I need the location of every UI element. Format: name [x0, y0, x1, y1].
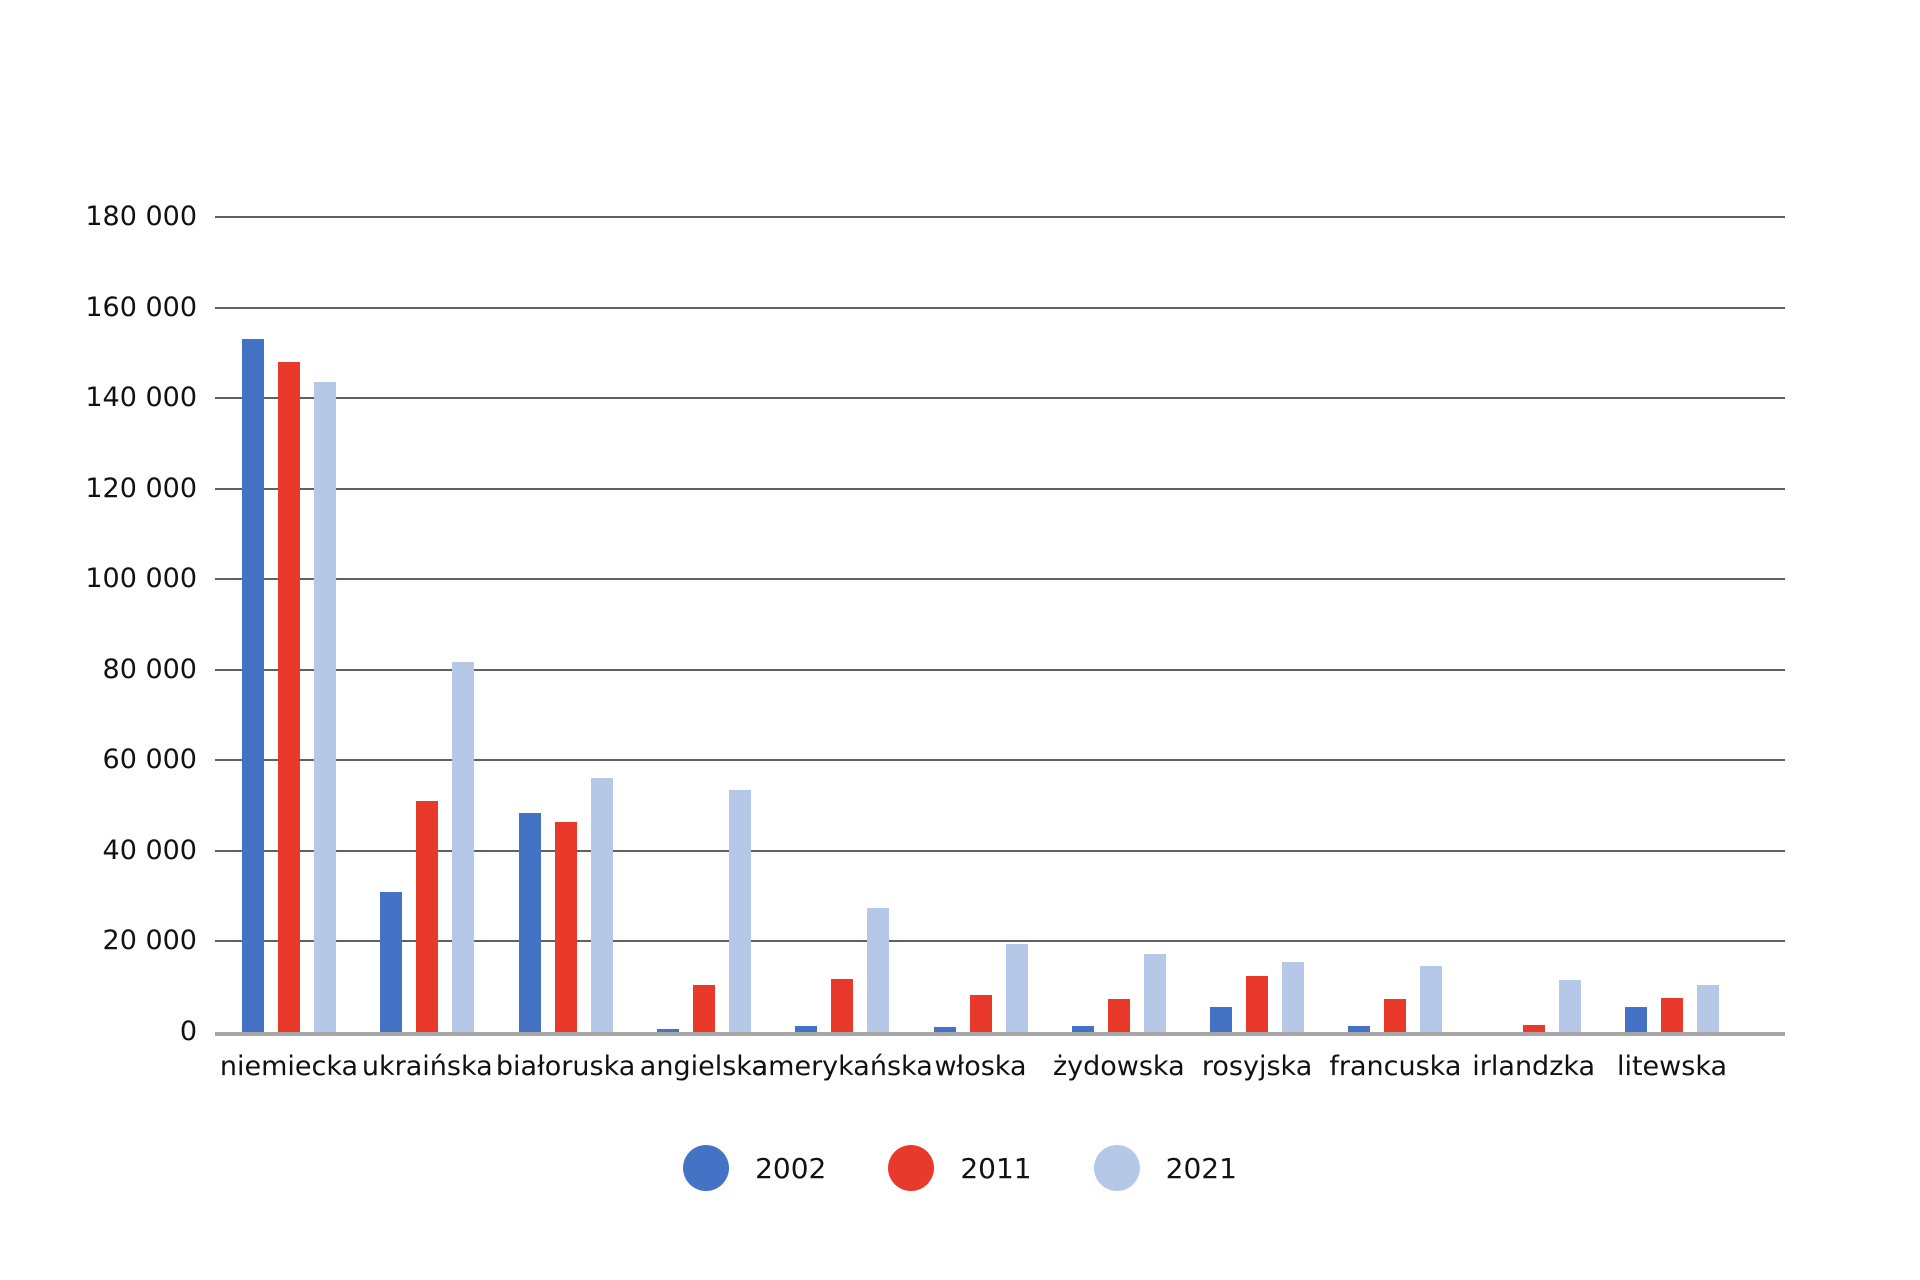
bar-2011-włoska	[969, 995, 992, 1032]
y-axis-tick-label: 20 000	[102, 925, 197, 957]
bar-2011-irlandzka	[1522, 1025, 1545, 1032]
bar-2011-rosyjska	[1246, 976, 1269, 1032]
bar-2002-francuska	[1348, 1026, 1371, 1032]
x-axis-label-angielska: angielska	[639, 1051, 768, 1082]
x-axis-label-ukraińska: ukraińska	[361, 1051, 493, 1082]
bar-2011-litewska	[1661, 998, 1683, 1032]
bar-2002-rosyjska	[1210, 1007, 1233, 1032]
gridline	[215, 849, 1785, 852]
legend-label-2021: 2021	[1165, 1151, 1237, 1185]
bar-2011-angielska	[692, 985, 715, 1032]
bar-2021-rosyjska	[1282, 962, 1305, 1032]
x-axis-label-rosyjska: rosyjska	[1201, 1051, 1313, 1082]
y-axis-tick-label: 80 000	[102, 653, 197, 685]
y-axis-tick-label: 60 000	[102, 744, 197, 776]
bar-2002-białoruska	[518, 813, 541, 1032]
gridline	[215, 487, 1785, 490]
bar-2002-ukraińska	[380, 892, 403, 1032]
bar-2011-amerykańska	[831, 979, 854, 1032]
legend-label-2011: 2011	[960, 1151, 1032, 1185]
bar-2021-angielska	[728, 790, 751, 1032]
legend-item-2011: 2011	[888, 1145, 1032, 1191]
bar-2002-żydowska	[1071, 1026, 1094, 1032]
x-axis-label-francuska: francuska	[1329, 1051, 1462, 1082]
gridline	[215, 397, 1785, 400]
gridline	[215, 578, 1785, 581]
gridline	[215, 306, 1785, 309]
x-axis-label-irlandzka: irlandzka	[1472, 1051, 1596, 1082]
bar-2011-żydowska	[1107, 999, 1130, 1032]
legend-label-2002: 2002	[755, 1151, 827, 1185]
gridline	[215, 940, 1785, 943]
x-axis-line	[215, 1032, 1785, 1036]
bar-2011-francuska	[1384, 999, 1407, 1032]
x-axis-label-białoruska: białoruska	[495, 1051, 636, 1082]
bar-2021-litewska	[1697, 985, 1719, 1032]
gridline	[215, 759, 1785, 762]
bar-2021-amerykańska	[867, 908, 890, 1032]
legend: 2002 2011 2021	[0, 1145, 1920, 1191]
y-axis-tick-label: 40 000	[102, 834, 197, 866]
legend-swatch-2011	[888, 1145, 935, 1191]
x-axis-label-amerykańska: amerykańska	[751, 1051, 933, 1082]
x-axis-label-litewska: litewska	[1616, 1051, 1728, 1082]
gridline	[215, 216, 1785, 218]
legend-item-2021: 2021	[1093, 1145, 1237, 1191]
bar-2021-białoruska	[590, 778, 613, 1032]
y-axis-tick-label: 160 000	[85, 291, 197, 323]
bar-2002-litewska	[1625, 1007, 1647, 1032]
x-axis-label-żydowska: żydowska	[1052, 1051, 1185, 1082]
y-axis-tick-label: 0	[179, 1016, 197, 1047]
x-axis-label-włoska: włoska	[934, 1051, 1027, 1082]
bar-2021-włoska	[1005, 944, 1028, 1032]
y-axis-tick-label: 120 000	[85, 472, 197, 504]
legend-item-2002: 2002	[683, 1145, 826, 1191]
y-axis-tick-label: 180 000	[85, 201, 197, 232]
bar-2021-irlandzka	[1558, 980, 1581, 1032]
bar-2002-amerykańska	[795, 1026, 818, 1032]
y-axis-tick-label: 140 000	[85, 382, 197, 414]
bar-2021-francuska	[1420, 966, 1443, 1032]
bar-2011-ukraińska	[416, 801, 439, 1032]
bar-2021-żydowska	[1143, 954, 1166, 1032]
bar-2002-włoska	[933, 1027, 956, 1032]
legend-swatch-2002	[683, 1145, 730, 1191]
y-axis-tick-label: 100 000	[85, 563, 197, 595]
bar-2011-białoruska	[554, 822, 577, 1032]
bar-2002-angielska	[656, 1029, 679, 1032]
bar-2021-niemiecka	[314, 382, 336, 1032]
bar-2011-niemiecka	[278, 362, 300, 1032]
bar-2002-niemiecka	[242, 339, 264, 1032]
x-axis-label-niemiecka: niemiecka	[219, 1051, 359, 1082]
gridline	[215, 668, 1785, 671]
bar-2021-ukraińska	[452, 662, 475, 1032]
legend-swatch-2021	[1093, 1145, 1140, 1191]
